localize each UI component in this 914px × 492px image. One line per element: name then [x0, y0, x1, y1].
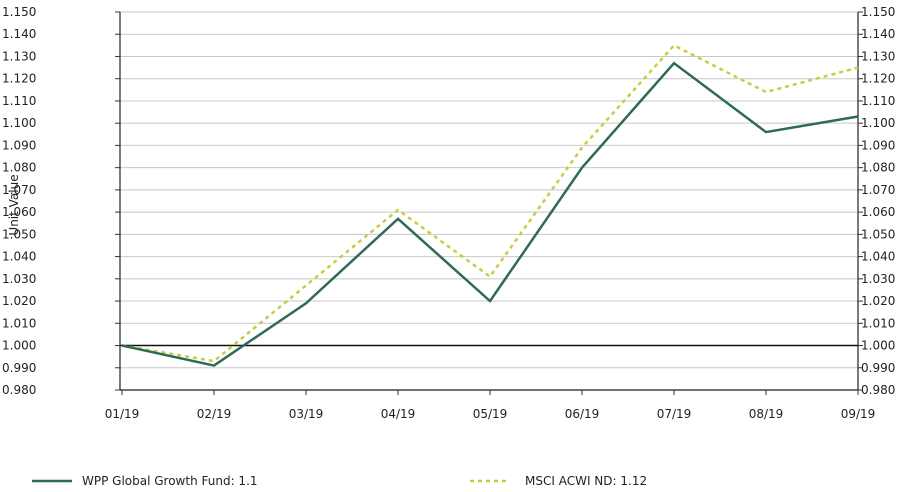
y-tick-label-right: 1.050	[861, 227, 895, 241]
y-tick-label-left: 1.020	[2, 294, 36, 308]
y-tick-label-right: 1.000	[861, 339, 895, 353]
y-tick-label-left: 1.080	[2, 161, 36, 175]
y-tick-label-right: 1.130	[861, 49, 895, 63]
y-tick-label-left: 1.010	[2, 316, 36, 330]
y-tick-label-right: 1.030	[861, 272, 895, 286]
y-tick-label-left: 1.040	[2, 250, 36, 264]
y-tick-label-left: 1.110	[2, 94, 36, 108]
y-tick-label-right: 1.150	[861, 5, 895, 19]
y-tick-label-left: 1.050	[2, 227, 36, 241]
y-tick-label-right: 1.120	[861, 72, 895, 86]
grid-lines	[120, 11, 858, 391]
x-tick-label: 02/19	[197, 407, 232, 421]
x-tick-label: 08/19	[749, 407, 784, 421]
axes	[119, 12, 859, 391]
legend: WPP Global Growth Fund: 1.1 MSCI ACWI ND…	[32, 474, 647, 488]
x-tick-label: 01/19	[105, 407, 140, 421]
x-tick-label: 04/19	[381, 407, 416, 421]
legend-entry-wpp: WPP Global Growth Fund: 1.1	[82, 474, 258, 488]
y-tick-label-left: 1.140	[2, 27, 36, 41]
y-tick-label-right: 1.060	[861, 205, 895, 219]
y-tick-label-left: 1.130	[2, 49, 36, 63]
y-tick-label-right: 1.090	[861, 138, 895, 152]
y-tick-label-left: 1.090	[2, 138, 36, 152]
series-line-0	[121, 61, 859, 367]
y-tick-label-right: 1.040	[861, 250, 895, 264]
y-tick-label-right: 1.020	[861, 294, 895, 308]
y-tick-label-right: 1.010	[861, 316, 895, 330]
legend-entry-msci: MSCI ACWI ND: 1.12	[525, 474, 647, 488]
x-tick-label: 06/19	[565, 407, 600, 421]
series-line-1	[121, 43, 859, 363]
y-tick-label-right: 1.110	[861, 94, 895, 108]
x-tick-label: 05/19	[473, 407, 508, 421]
x-tick-label: 03/19	[289, 407, 324, 421]
y-ticks-left: 0.980 0.990 1.000 1.010 1.020 1.030 1.040 1.050…	[2, 5, 120, 397]
y-tick-label-right: 0.990	[861, 361, 895, 375]
y-tick-label-left: 1.070	[2, 183, 36, 197]
y-tick-label-left: 1.100	[2, 116, 36, 130]
y-axis-label: Unit Value	[7, 174, 21, 235]
y-tick-label-left: 0.990	[2, 361, 36, 375]
y-tick-label-right: 1.100	[861, 116, 895, 130]
y-ticks-right: 0.980 0.990 1.000 1.010 1.020 1.030 1.040 1.050…	[858, 5, 895, 397]
series-lines	[121, 43, 859, 367]
y-tick-label-left: 1.030	[2, 272, 36, 286]
y-tick-label-left: 1.120	[2, 72, 36, 86]
y-tick-label-left: 1.060	[2, 205, 36, 219]
y-tick-label-right: 1.070	[861, 183, 895, 197]
y-tick-label-left: 0.980	[2, 383, 36, 397]
y-tick-label-left: 1.150	[2, 5, 36, 19]
x-tick-label: 07/19	[657, 407, 692, 421]
y-tick-label-right: 0.980	[861, 383, 895, 397]
y-tick-label-right: 1.140	[861, 27, 895, 41]
y-tick-label-left: 1.000	[2, 339, 36, 353]
y-tick-label-right: 1.080	[861, 161, 895, 175]
x-tick-label: 09/19	[841, 407, 876, 421]
x-ticks: 01/19 02/19 03/19 04/19 05/19 06/19 07/19 08/19…	[105, 390, 876, 421]
